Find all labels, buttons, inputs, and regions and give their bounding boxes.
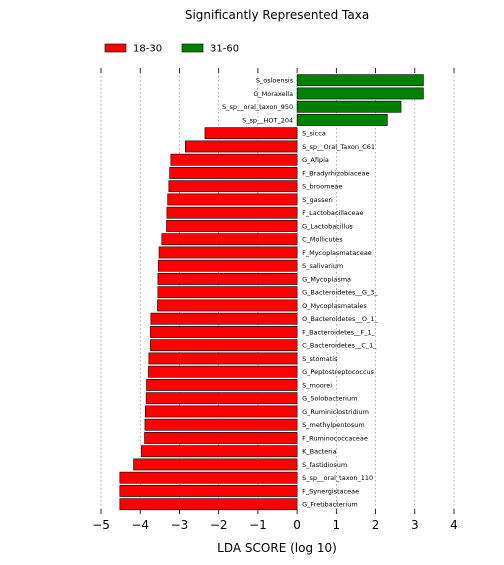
x-tick-label: −5: [92, 518, 110, 532]
bar: [170, 153, 298, 166]
bar: [119, 471, 298, 484]
bar: [148, 365, 298, 378]
bar: [144, 418, 298, 431]
category-label: S_sp__HOT_204: [242, 116, 293, 124]
category-label: S_gasseri: [302, 196, 333, 204]
category-label: G_Lactobacillus: [302, 222, 353, 230]
category-label: O_Mycoplasmatales: [302, 302, 367, 310]
bar: [119, 498, 298, 511]
bar: [167, 193, 298, 206]
bar: [296, 87, 424, 100]
category-labels: S_osloensis G_Moraxella S_sp__oral_taxon_9…: [222, 77, 378, 509]
bar: [157, 273, 298, 285]
bar: [157, 286, 298, 299]
bar: [145, 405, 298, 418]
x-tick-label: 1: [333, 518, 341, 532]
x-tick-label: −2: [210, 518, 228, 532]
category-label: F_Synergistaceae: [302, 487, 359, 495]
category-label: F_Lactobacillaceae: [302, 209, 363, 217]
category-label: S_sp__oral_taxon_950: [222, 103, 293, 111]
bar: [204, 127, 298, 140]
category-label: S_moorei: [302, 381, 332, 389]
bar: [157, 299, 298, 312]
bar: [148, 352, 298, 365]
bar: [169, 167, 298, 179]
category-label: G_Afipia: [302, 156, 329, 164]
bar: [145, 392, 298, 405]
bar: [150, 312, 298, 325]
bar: [161, 233, 298, 246]
bar: [146, 379, 298, 391]
x-tick-label: −4: [131, 518, 149, 532]
category-label: O_Bacteroidetes__O_1_: [302, 315, 378, 323]
category-label: S_sicca: [302, 130, 326, 138]
x-tick-label: 4: [450, 518, 458, 532]
bar: [157, 259, 298, 272]
legend: 18-30 31-60: [104, 43, 239, 55]
bar: [168, 180, 298, 193]
bar: [166, 206, 298, 219]
category-label: S_sp__oral_taxon_110: [302, 474, 373, 482]
category-label: F_Ruminococcaceae: [302, 434, 368, 442]
bars: [119, 74, 424, 511]
bar: [185, 140, 298, 153]
legend-swatch: [181, 43, 204, 53]
category-label: F_Bradyrhizobiaceae: [302, 169, 369, 177]
x-axis-label: LDA SCORE (log 10): [217, 541, 337, 555]
category-label: S_methylpentosum: [302, 421, 365, 429]
bar: [166, 220, 298, 232]
category-label: G_Ruminiclostridium: [302, 408, 369, 416]
category-label: G_Fretibacterium: [302, 501, 358, 509]
category-label: S_osloensis: [256, 77, 294, 85]
category-label: G_Moraxella: [253, 90, 293, 98]
bar: [296, 100, 402, 113]
bar: [150, 326, 298, 338]
category-label: G_Solobacterium: [302, 395, 357, 403]
x-tick-label: −3: [171, 518, 189, 532]
category-label: F_Bacteroidetes__F_1_: [302, 328, 376, 336]
bar: [133, 458, 298, 471]
bar: [150, 339, 298, 352]
category-label: C_Mollicutes: [302, 236, 343, 244]
legend-label: 18-30: [133, 44, 162, 55]
legend-swatch: [104, 43, 127, 53]
bar: [158, 246, 298, 259]
bar: [296, 74, 424, 87]
bar: [141, 445, 298, 458]
x-tick-label: 3: [411, 518, 419, 532]
category-label: G_Bacteroidetes__G_3_: [302, 289, 378, 297]
x-tick-label: 2: [372, 518, 380, 532]
category-label: F_Mycoplasmataceae: [302, 249, 372, 257]
category-label: G_Peptostreptococcus: [302, 368, 375, 376]
x-tick-label: 0: [293, 518, 301, 532]
x-axis: −5 −4 −3 −2 −1 0 1 2 3 4: [92, 68, 458, 532]
bar: [296, 114, 388, 126]
bar: [144, 432, 298, 444]
category-label: S_sp__Oral_Taxon_C61: [302, 143, 375, 151]
category-label: S_broomeae: [302, 183, 342, 191]
category-label: S_fastidiosum: [302, 461, 347, 469]
legend-label: 31-60: [210, 44, 239, 55]
category-label: S_stomatis: [302, 355, 338, 363]
category-label: C_Bacteroidetes__C_1_: [302, 342, 377, 350]
category-label: K_Bacteria: [302, 448, 337, 456]
bar: [119, 485, 298, 497]
chart-title: Significantly Represented Taxa: [185, 8, 369, 22]
category-label: G_Mycoplasma: [302, 275, 351, 283]
x-tick-label: −1: [249, 518, 267, 532]
category-label: S_salivarium: [302, 262, 343, 270]
